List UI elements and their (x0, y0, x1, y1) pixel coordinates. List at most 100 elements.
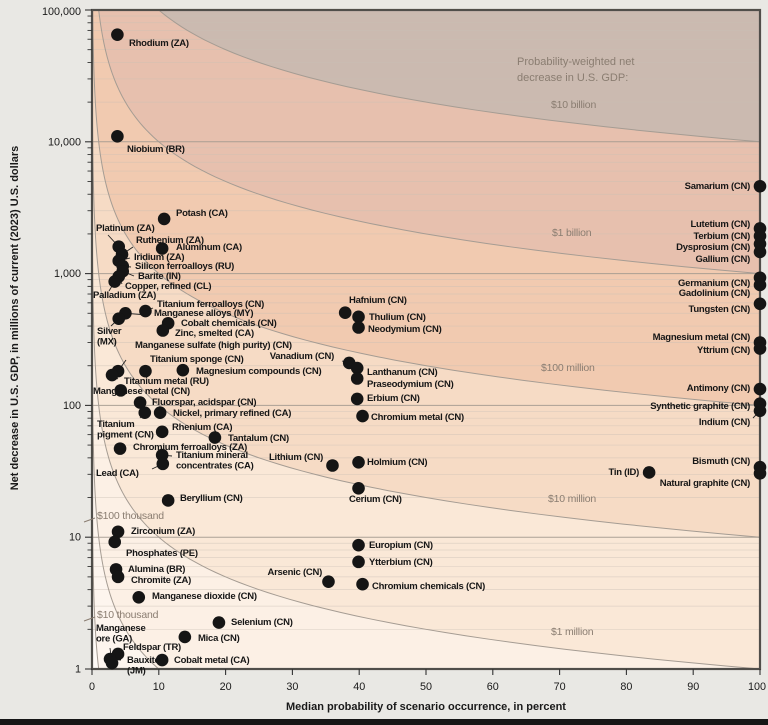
data-point (352, 555, 365, 569)
y-tick-label: 10,000 (48, 136, 81, 148)
point-label: Tin (ID) (608, 467, 639, 478)
point-label: Beryllium (CN) (180, 493, 243, 504)
point-label: Lithium (CN) (269, 452, 323, 463)
point-label: Dysprosium (CN) (676, 242, 750, 253)
band-label: $100 million (541, 362, 595, 374)
data-point (753, 404, 767, 418)
point-label: Antimony (CN) (687, 383, 750, 394)
y-tick-label: 1,000 (54, 268, 81, 280)
point-label: Titanium metal (RU) (124, 376, 209, 387)
x-tick-label: 10 (153, 681, 165, 693)
point-label: Titanium mineral concentrates (CA) (176, 450, 254, 472)
x-tick-label: 100 (748, 681, 766, 693)
point-label: Rhodium (ZA) (129, 38, 189, 49)
point-label: Vanadium (CN) (270, 351, 334, 362)
point-label: Tungsten (CN) (689, 304, 751, 315)
point-label: Bismuth (CN) (692, 456, 750, 467)
point-label: Silicon ferroalloys (RU) (135, 261, 234, 272)
point-label: Indium (CN) (699, 417, 750, 428)
point-label: Platinum (ZA) (96, 223, 155, 234)
data-point (753, 179, 767, 193)
data-point (753, 467, 767, 480)
x-tick-label: 20 (220, 681, 232, 693)
data-point (155, 425, 169, 439)
point-label: Natural graphite (CN) (660, 478, 750, 489)
data-point (111, 525, 125, 539)
x-tick-label: 50 (420, 681, 432, 693)
point-label: Tantalum (CN) (228, 433, 289, 444)
x-tick-label: 70 (554, 681, 566, 693)
band-label: $10 billion (551, 99, 596, 111)
data-point (111, 28, 124, 41)
data-point (132, 590, 146, 604)
band-label: $1 million (551, 626, 594, 638)
point-label: Gallium (CN) (695, 254, 750, 265)
data-point (176, 363, 190, 377)
data-point (108, 275, 122, 288)
data-point (105, 368, 119, 382)
data-point (113, 442, 127, 455)
data-point (133, 396, 147, 409)
data-point (356, 577, 369, 591)
point-label: Yttrium (CN) (697, 345, 750, 356)
data-point (212, 616, 226, 629)
point-label: Ytterbium (CN) (369, 557, 433, 568)
point-label: Titanium sponge (CN) (150, 354, 244, 365)
data-point (178, 630, 192, 644)
y-tick-label: 100 (63, 400, 81, 412)
point-label: Thulium (CN) (369, 312, 426, 323)
point-label: Chromium ferroalloys (ZA) (133, 442, 247, 453)
point-label: Chromite (ZA) (131, 575, 191, 586)
point-label: Titanium pigment (CN) (97, 419, 154, 441)
legend-title-line1: Probability-weighted net (517, 56, 635, 68)
point-label: Rhenium (CA) (172, 422, 232, 433)
point-label: Lanthanum (CN) (367, 367, 437, 378)
data-point (326, 459, 339, 472)
data-point (111, 130, 124, 143)
data-point (138, 406, 152, 420)
band-label: $10 million (548, 493, 596, 505)
data-point (350, 392, 364, 406)
data-point (322, 575, 335, 588)
band-label-leader (83, 517, 96, 523)
data-point (352, 481, 365, 495)
point-label: Manganese metal (CN) (93, 386, 190, 397)
data-point (108, 535, 122, 549)
data-point (208, 431, 222, 444)
point-label: Neodymium (CN) (368, 324, 442, 335)
data-point (753, 382, 767, 396)
data-point (156, 457, 170, 471)
point-label: Magnesium metal (CN) (653, 332, 750, 343)
point-label: Copper, refined (CL) (125, 281, 211, 292)
point-label: Manganese sulfate (high purity) (CN) (135, 340, 292, 351)
point-label: Hafnium (CN) (349, 295, 407, 306)
data-point (352, 538, 365, 552)
point-label: Chromium metal (CN) (371, 412, 464, 423)
band-label: $10 thousand (97, 609, 159, 621)
point-label: Gadolinium (CN) (679, 288, 750, 299)
band-label: $100 thousand (97, 510, 164, 522)
data-point (338, 306, 352, 320)
y-tick-label: 10 (69, 532, 81, 544)
data-point (352, 321, 365, 334)
data-point (155, 242, 169, 255)
point-label: Europium (CN) (369, 540, 433, 551)
point-label: Praseodymium (CN) (367, 379, 454, 390)
data-point (139, 304, 152, 318)
point-label: Nickel, primary refined (CA) (173, 408, 291, 419)
y-axis-title: Net decrease in U.S. GDP, in millions of… (9, 145, 21, 491)
band-label-leader (83, 616, 96, 622)
point-label: Manganese alloys (MY) (154, 308, 253, 319)
point-label: Mica (CN) (198, 633, 240, 644)
point-label: Zirconium (ZA) (131, 526, 195, 537)
point-label: Chromium chemicals (CN) (372, 581, 485, 592)
point-label: Silver (MX) (97, 326, 122, 348)
point-label: Titanium ferroalloys (CN) (157, 299, 264, 310)
point-label: Manganese ore (GA) (96, 623, 146, 645)
point-label: Lead (CA) (96, 468, 139, 479)
legend-title-line2: decrease in U.S. GDP: (517, 72, 629, 84)
data-point (753, 342, 767, 355)
point-label: Magnesium compounds (CN) (196, 366, 322, 377)
